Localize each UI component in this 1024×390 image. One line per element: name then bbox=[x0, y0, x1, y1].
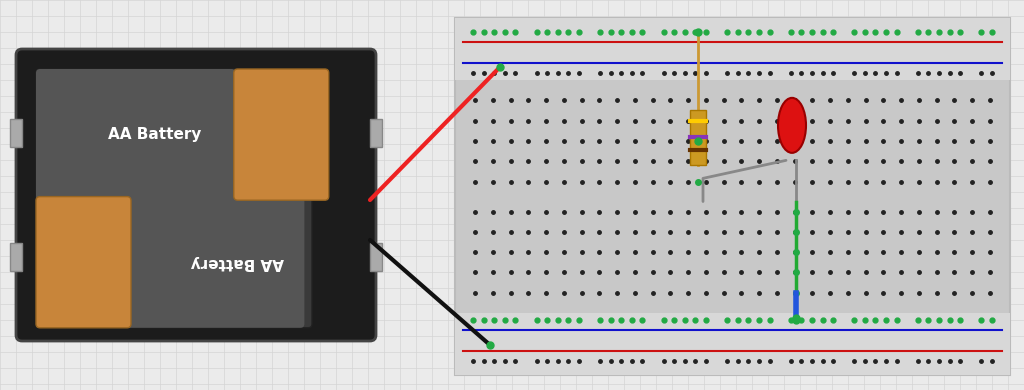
Bar bbox=[10, 243, 22, 271]
FancyBboxPatch shape bbox=[36, 69, 236, 200]
FancyBboxPatch shape bbox=[36, 197, 312, 328]
FancyBboxPatch shape bbox=[105, 197, 304, 328]
Text: AA Battery: AA Battery bbox=[191, 255, 285, 270]
Bar bbox=[10, 119, 22, 147]
Bar bbox=[690, 110, 706, 165]
Bar bbox=[455, 18, 1010, 80]
Bar bbox=[455, 312, 1010, 375]
Text: AA Battery: AA Battery bbox=[108, 127, 201, 142]
Ellipse shape bbox=[778, 98, 806, 153]
Bar bbox=[370, 243, 382, 271]
Bar bbox=[370, 119, 382, 147]
FancyBboxPatch shape bbox=[36, 69, 312, 200]
Bar bbox=[455, 18, 1010, 375]
FancyBboxPatch shape bbox=[233, 69, 329, 200]
FancyBboxPatch shape bbox=[16, 49, 376, 341]
FancyBboxPatch shape bbox=[36, 197, 131, 328]
